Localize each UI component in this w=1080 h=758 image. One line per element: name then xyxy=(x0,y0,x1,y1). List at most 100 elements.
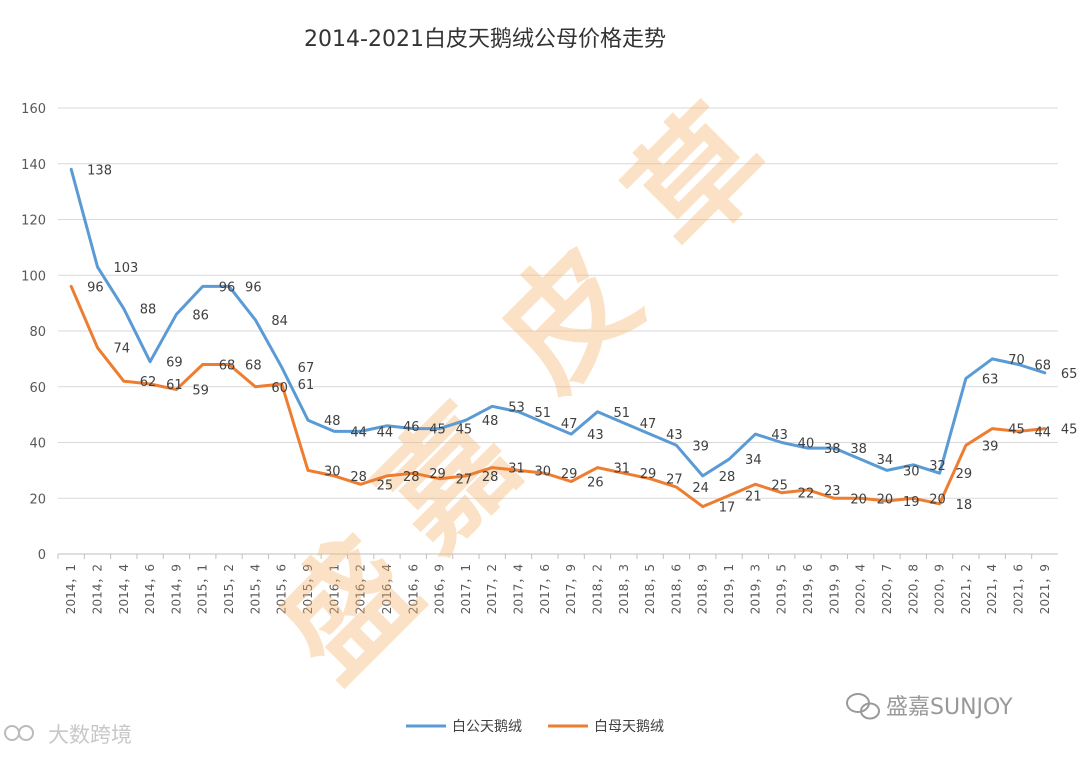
data-label-male: 51 xyxy=(613,406,630,421)
legend-label-female: 白母天鹅绒 xyxy=(594,718,664,735)
data-label-male: 32 xyxy=(929,459,946,474)
data-label-male: 53 xyxy=(508,400,525,415)
data-label-male: 40 xyxy=(798,437,815,452)
y-tick-label: 120 xyxy=(21,214,46,229)
data-label-male: 96 xyxy=(219,280,236,295)
x-tick-label: 2015，2 xyxy=(222,564,236,614)
chart-title: 2014-2021白皮天鹅绒公母价格走势 xyxy=(304,27,666,52)
data-label-male: 51 xyxy=(535,406,552,421)
brand-watermark: 盛嘉SUNJOY xyxy=(846,693,1013,720)
y-tick-label: 60 xyxy=(29,381,46,396)
x-tick-label: 2018，9 xyxy=(696,564,710,614)
data-label-female: 44 xyxy=(1035,425,1052,440)
data-label-female: 19 xyxy=(903,495,920,510)
x-tick-label: 2020，9 xyxy=(933,564,947,614)
x-tick-label: 2021，4 xyxy=(985,564,999,614)
gridlines xyxy=(58,107,1058,555)
stamp-char: 草 xyxy=(601,81,797,277)
x-tick-label: 2015，1 xyxy=(196,564,210,614)
data-label-male: 47 xyxy=(561,417,578,432)
data-label-male: 48 xyxy=(324,414,341,429)
y-tick-label: 100 xyxy=(21,269,46,284)
x-tick-label: 2017，2 xyxy=(485,564,499,614)
data-label-male: 38 xyxy=(824,442,841,457)
data-label-male: 67 xyxy=(298,361,315,376)
data-label-female: 59 xyxy=(192,384,209,399)
x-tick-label: 2017，6 xyxy=(538,564,552,614)
data-label-female: 27 xyxy=(456,473,473,488)
x-tick-label: 2018，3 xyxy=(617,564,631,614)
legend-label-male: 白公天鹅绒 xyxy=(452,718,522,735)
data-label-male: 34 xyxy=(745,453,762,468)
data-label-male: 96 xyxy=(245,280,262,295)
data-label-male: 43 xyxy=(666,428,683,443)
data-label-female: 68 xyxy=(219,358,236,373)
x-tick-label: 2019，6 xyxy=(801,564,815,614)
data-label-male: 63 xyxy=(982,372,999,387)
data-label-male: 43 xyxy=(587,428,604,443)
y-axis-ticks: 0 20 40 60 80 100 120 140 160 xyxy=(21,102,46,563)
data-label-female: 29 xyxy=(429,467,446,482)
y-tick-label: 160 xyxy=(21,102,46,117)
x-tick-label: 2018，6 xyxy=(669,564,683,614)
data-label-male: 69 xyxy=(166,356,183,371)
data-label-female: 22 xyxy=(798,487,815,502)
source-watermark-text: 大数跨境 xyxy=(48,723,132,747)
data-label-female: 29 xyxy=(640,467,657,482)
x-tick-label: 2019，5 xyxy=(775,564,789,614)
data-labels: 138 103 88 69 86 96 96 84 67 48 44 44 46 45 45 48 53 51 47… xyxy=(87,163,1077,515)
y-tick-label: 140 xyxy=(21,158,46,173)
data-label-male: 30 xyxy=(903,464,920,479)
data-label-female: 24 xyxy=(692,481,709,496)
x-tick-label: 2016，4 xyxy=(380,564,394,614)
x-tick-label: 2016，6 xyxy=(406,564,420,614)
x-tick-label: 2020，4 xyxy=(854,564,868,614)
data-label-male: 45 xyxy=(456,423,473,438)
wechat-icon xyxy=(846,693,880,720)
x-tick-label: 2014，4 xyxy=(117,564,131,614)
data-label-female: 20 xyxy=(877,492,894,507)
data-label-female: 30 xyxy=(324,464,341,479)
y-tick-label: 20 xyxy=(29,492,46,507)
x-tick-label: 2019，3 xyxy=(748,564,762,614)
data-label-female: 27 xyxy=(666,473,683,488)
data-label-female: 29 xyxy=(561,467,578,482)
data-label-female: 18 xyxy=(956,498,973,513)
data-label-female: 30 xyxy=(535,464,552,479)
y-tick-label: 0 xyxy=(38,548,46,563)
data-label-male: 138 xyxy=(87,163,112,178)
data-label-female: 61 xyxy=(298,378,315,393)
data-label-female: 25 xyxy=(377,478,394,493)
x-tick-label: 2017，1 xyxy=(459,564,473,614)
x-tick-label: 2019，1 xyxy=(722,564,736,614)
series-line-male xyxy=(69,167,1047,478)
x-tick-label: 2020，8 xyxy=(906,564,920,614)
stamp-char: 皮 xyxy=(471,221,667,417)
data-label-female: 28 xyxy=(403,470,420,485)
data-label-female: 68 xyxy=(245,358,262,373)
data-label-male: 103 xyxy=(113,261,138,276)
x-tick-label: 2021，2 xyxy=(959,564,973,614)
data-label-male: 44 xyxy=(377,425,394,440)
x-tick-label: 2016，2 xyxy=(354,564,368,614)
data-label-male: 84 xyxy=(271,314,288,329)
data-label-female: 31 xyxy=(613,462,630,477)
data-label-male: 34 xyxy=(877,453,894,468)
data-label-female: 20 xyxy=(929,492,946,507)
x-tick-label: 2015，9 xyxy=(301,564,315,614)
x-tick-label: 2017，4 xyxy=(512,564,526,614)
x-tick-label: 2014，2 xyxy=(90,564,104,614)
x-tick-label: 2019，9 xyxy=(827,564,841,614)
data-label-male: 43 xyxy=(771,428,788,443)
x-axis-ticks: 2014，1 2014，2 2014，4 2014，6 2014，9 2015，1 2015… xyxy=(57,554,1052,614)
data-label-female: 17 xyxy=(719,501,736,516)
data-label-female: 28 xyxy=(350,470,367,485)
x-tick-label: 2016，1 xyxy=(327,564,341,614)
data-label-male: 44 xyxy=(350,425,367,440)
brand-watermark-text: 盛嘉SUNJOY xyxy=(886,695,1013,720)
data-label-female: 26 xyxy=(587,476,604,491)
x-tick-label: 2014，1 xyxy=(64,564,78,614)
data-label-male: 45 xyxy=(429,423,446,438)
data-label-female: 62 xyxy=(140,375,157,390)
data-label-female: 28 xyxy=(482,470,499,485)
